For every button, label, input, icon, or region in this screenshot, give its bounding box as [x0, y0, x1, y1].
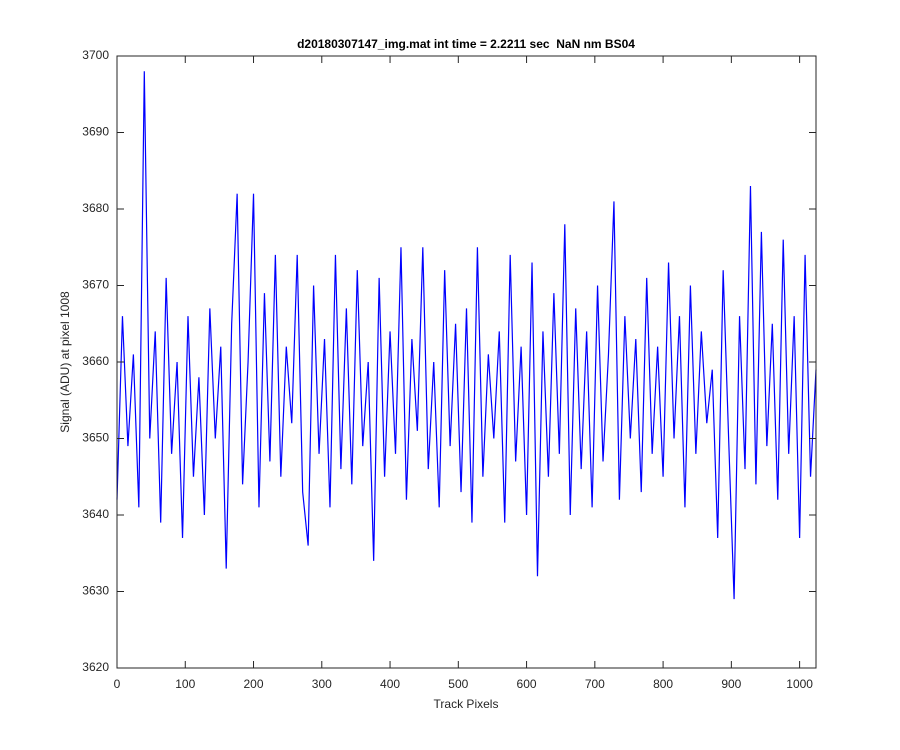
y-tick-label: 3630	[82, 584, 109, 598]
data-line	[116, 71, 817, 600]
x-tick-label: 600	[517, 677, 537, 691]
x-tick-label: 700	[585, 677, 605, 691]
y-tick-label: 3690	[82, 125, 109, 139]
x-tick-label: 500	[448, 677, 468, 691]
y-tick-label: 3650	[82, 431, 109, 445]
y-tick-label: 3670	[82, 278, 109, 292]
y-tick-label: 3700	[82, 48, 109, 62]
x-tick-label: 0	[114, 677, 121, 691]
y-tick-label: 3680	[82, 201, 109, 215]
x-axis-label: Track Pixels	[434, 697, 499, 711]
x-tick-label: 200	[244, 677, 264, 691]
axes-box	[116, 55, 817, 669]
y-tick-label: 3640	[82, 507, 109, 521]
chart-title: d20180307147_img.mat int time = 2.2211 s…	[297, 37, 635, 51]
x-tick-label: 300	[312, 677, 332, 691]
y-axis-label: Signal (ADU) at pixel 1008	[58, 291, 72, 433]
y-tick-label: 3660	[82, 354, 109, 368]
x-tick-label: 900	[721, 677, 741, 691]
x-tick-label: 100	[175, 677, 195, 691]
x-tick-label: 800	[653, 677, 673, 691]
x-tick-label: 1000	[786, 677, 813, 691]
y-tick-label: 3620	[82, 660, 109, 674]
x-tick-label: 400	[380, 677, 400, 691]
